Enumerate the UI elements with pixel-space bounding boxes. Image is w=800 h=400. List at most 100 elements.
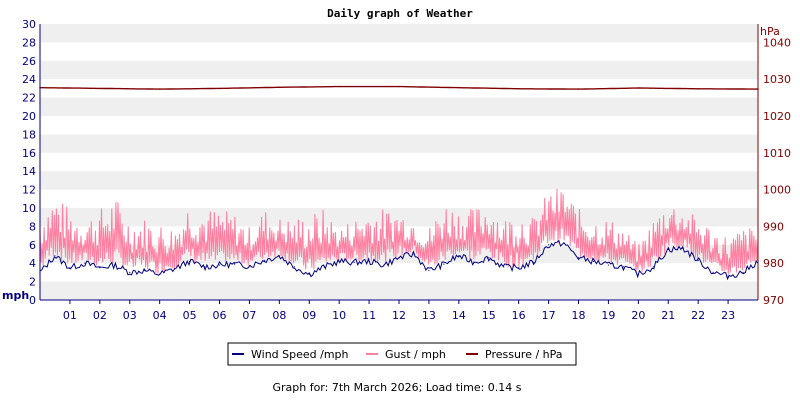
wind-point bbox=[458, 255, 460, 257]
wind-point bbox=[159, 273, 161, 275]
wind-point bbox=[428, 269, 430, 272]
pressure-point bbox=[517, 88, 520, 90]
wind-point bbox=[293, 266, 295, 268]
wind-point bbox=[99, 267, 101, 269]
pressure-point bbox=[158, 88, 161, 90]
left-tick-label: 14 bbox=[22, 165, 36, 178]
gust-line bbox=[39, 188, 759, 275]
right-tick-label: 990 bbox=[763, 220, 784, 233]
wind-point bbox=[218, 264, 221, 266]
wind-point bbox=[607, 264, 610, 266]
grid-band bbox=[40, 208, 758, 227]
wind-point bbox=[84, 262, 86, 264]
pressure-point bbox=[99, 87, 101, 90]
pressure-point bbox=[458, 86, 460, 89]
wind-point bbox=[54, 255, 56, 257]
chart-title: Daily graph of Weather bbox=[327, 7, 473, 20]
wind-point bbox=[547, 244, 550, 246]
wind-point bbox=[727, 275, 729, 277]
chart-footer: Graph for: 7th March 2026; Load time: 0.… bbox=[272, 381, 521, 394]
wind-point bbox=[473, 261, 475, 263]
grid-band bbox=[40, 97, 758, 116]
x-tick-label: 03 bbox=[123, 309, 137, 322]
wind-point bbox=[174, 268, 176, 270]
x-tick-label: 12 bbox=[392, 309, 406, 322]
pressure-point bbox=[697, 88, 699, 90]
wind-point bbox=[233, 263, 236, 265]
pressure-point bbox=[278, 86, 281, 88]
left-axis-unit: mph bbox=[2, 289, 29, 302]
wind-point bbox=[144, 269, 146, 272]
right-tick-label: 980 bbox=[763, 257, 784, 270]
wind-point bbox=[353, 261, 355, 263]
wind-point bbox=[338, 260, 340, 262]
wind-point bbox=[742, 271, 744, 273]
grid-band bbox=[40, 171, 758, 190]
x-tick-label: 19 bbox=[601, 309, 615, 322]
wind-point bbox=[188, 260, 191, 262]
wind-point bbox=[533, 261, 535, 263]
left-tick-label: 26 bbox=[22, 55, 36, 68]
left-tick-label: 12 bbox=[22, 184, 36, 197]
legend-box bbox=[227, 342, 577, 366]
left-tick-label: 22 bbox=[22, 92, 36, 105]
x-tick-label: 20 bbox=[631, 309, 645, 322]
legend: Wind Speed /mph Gust / mph Pressure / hP… bbox=[227, 342, 577, 366]
wind-point bbox=[323, 266, 325, 268]
pressure-point bbox=[637, 87, 640, 89]
x-tick-label: 02 bbox=[93, 309, 107, 322]
wind-point bbox=[278, 255, 280, 257]
left-tick-label: 20 bbox=[22, 110, 36, 123]
wind-point bbox=[488, 257, 490, 259]
grid-band bbox=[40, 281, 758, 300]
wind-point bbox=[114, 264, 116, 266]
x-tick-label: 17 bbox=[542, 309, 556, 322]
pressure-point bbox=[218, 87, 221, 90]
x-tick-label: 23 bbox=[721, 309, 735, 322]
left-tick-label: 30 bbox=[22, 18, 36, 31]
x-tick-label: 05 bbox=[183, 309, 197, 322]
wind-point bbox=[129, 271, 131, 273]
left-tick-label: 0 bbox=[29, 294, 36, 307]
right-tick-label: 970 bbox=[763, 294, 784, 307]
left-tick-label: 28 bbox=[22, 36, 36, 49]
x-tick-label: 16 bbox=[512, 309, 526, 322]
wind-point bbox=[667, 248, 669, 250]
x-tick-label: 22 bbox=[691, 309, 705, 322]
x-tick-label: 14 bbox=[452, 309, 466, 322]
x-tick-label: 21 bbox=[661, 309, 675, 322]
grid-band bbox=[40, 24, 758, 43]
wind-point bbox=[203, 266, 206, 268]
x-tick-label: 09 bbox=[302, 309, 316, 322]
wind-point bbox=[69, 267, 71, 269]
legend-label-gust: Gust / mph bbox=[385, 348, 446, 361]
right-axis-ticks: 970 980 990 1000 1010 1020 1030 1040 bbox=[763, 36, 791, 307]
x-axis-ticks: 01 02 03 04 05 06 07 08 09 10 11 12 13 14 15 16 17 18 19 20… bbox=[63, 300, 735, 322]
x-tick-label: 06 bbox=[213, 309, 227, 322]
series-layer bbox=[39, 85, 759, 281]
pressure-point bbox=[398, 85, 400, 88]
right-axis-unit: hPa bbox=[760, 25, 780, 38]
left-tick-label: 24 bbox=[22, 73, 36, 86]
wind-point bbox=[622, 266, 624, 268]
x-tick-label: 10 bbox=[332, 309, 346, 322]
wind-point bbox=[443, 263, 445, 265]
wind-point bbox=[518, 267, 520, 269]
left-tick-label: 18 bbox=[22, 128, 36, 141]
x-tick-label: 01 bbox=[63, 309, 77, 322]
wind-point bbox=[592, 260, 595, 262]
wind-point bbox=[368, 260, 370, 262]
x-tick-label: 13 bbox=[422, 309, 436, 322]
wind-point bbox=[652, 266, 654, 268]
left-tick-label: 6 bbox=[29, 239, 36, 252]
left-tick-label: 4 bbox=[29, 257, 36, 270]
wind-point bbox=[697, 259, 699, 262]
wind-point bbox=[503, 266, 505, 268]
right-tick-label: 1030 bbox=[763, 73, 791, 86]
grid-band bbox=[40, 60, 758, 80]
grid-band bbox=[40, 134, 758, 153]
wind-point bbox=[263, 259, 265, 262]
